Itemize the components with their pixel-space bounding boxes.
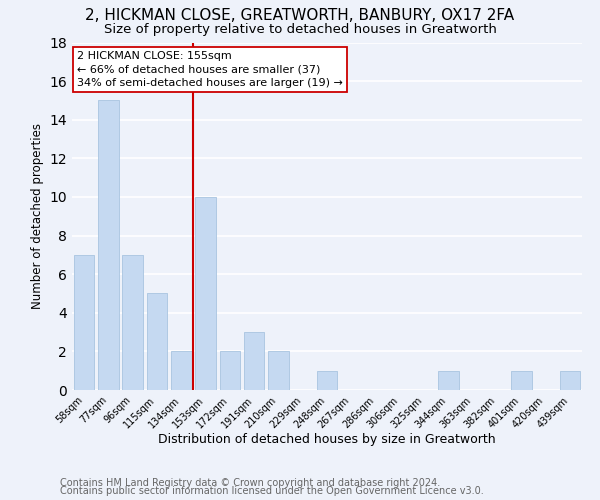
Bar (511, 370, 532, 390)
Bar (146, 294, 167, 390)
Bar (195, 197, 216, 390)
Bar (560, 370, 580, 390)
Bar (244, 332, 265, 390)
Bar (98, 100, 119, 390)
Bar (171, 352, 191, 390)
Text: Contains HM Land Registry data © Crown copyright and database right 2024.: Contains HM Land Registry data © Crown c… (60, 478, 440, 488)
Text: Contains public sector information licensed under the Open Government Licence v3: Contains public sector information licen… (60, 486, 484, 496)
Bar (220, 352, 240, 390)
Text: 2, HICKMAN CLOSE, GREATWORTH, BANBURY, OX17 2FA: 2, HICKMAN CLOSE, GREATWORTH, BANBURY, O… (85, 8, 515, 22)
X-axis label: Distribution of detached houses by size in Greatworth: Distribution of detached houses by size … (158, 432, 496, 446)
Y-axis label: Number of detached properties: Number of detached properties (31, 123, 44, 309)
Text: 2 HICKMAN CLOSE: 155sqm
← 66% of detached houses are smaller (37)
34% of semi-de: 2 HICKMAN CLOSE: 155sqm ← 66% of detache… (77, 51, 343, 88)
Bar (74, 255, 94, 390)
Bar (122, 255, 143, 390)
Bar (317, 370, 337, 390)
Bar (438, 370, 459, 390)
Text: Size of property relative to detached houses in Greatworth: Size of property relative to detached ho… (104, 22, 496, 36)
Bar (268, 352, 289, 390)
